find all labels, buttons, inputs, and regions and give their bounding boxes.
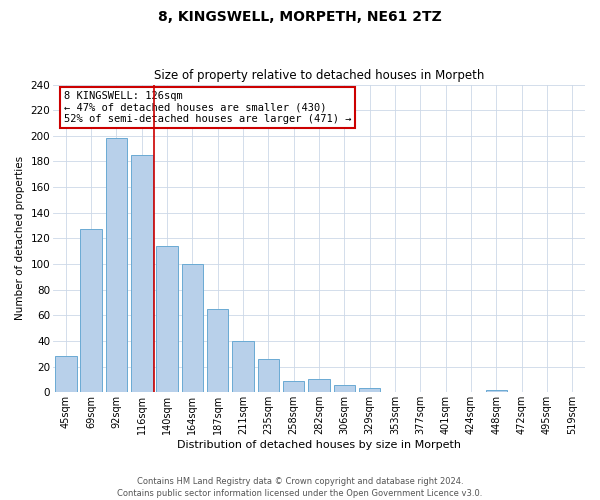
Bar xyxy=(80,230,102,392)
Bar xyxy=(106,138,127,392)
Bar xyxy=(283,381,304,392)
Bar xyxy=(207,309,229,392)
Text: 8, KINGSWELL, MORPETH, NE61 2TZ: 8, KINGSWELL, MORPETH, NE61 2TZ xyxy=(158,10,442,24)
Text: Contains HM Land Registry data © Crown copyright and database right 2024.
Contai: Contains HM Land Registry data © Crown c… xyxy=(118,476,482,498)
Bar xyxy=(157,246,178,392)
Bar xyxy=(55,356,77,392)
Bar xyxy=(257,359,279,392)
Bar xyxy=(334,384,355,392)
Text: 8 KINGSWELL: 126sqm
← 47% of detached houses are smaller (430)
52% of semi-detac: 8 KINGSWELL: 126sqm ← 47% of detached ho… xyxy=(64,90,351,124)
Bar xyxy=(182,264,203,392)
Title: Size of property relative to detached houses in Morpeth: Size of property relative to detached ho… xyxy=(154,69,484,82)
X-axis label: Distribution of detached houses by size in Morpeth: Distribution of detached houses by size … xyxy=(177,440,461,450)
Bar xyxy=(485,390,507,392)
Bar xyxy=(131,155,152,392)
Bar xyxy=(232,341,254,392)
Y-axis label: Number of detached properties: Number of detached properties xyxy=(15,156,25,320)
Bar xyxy=(308,380,330,392)
Bar xyxy=(359,388,380,392)
